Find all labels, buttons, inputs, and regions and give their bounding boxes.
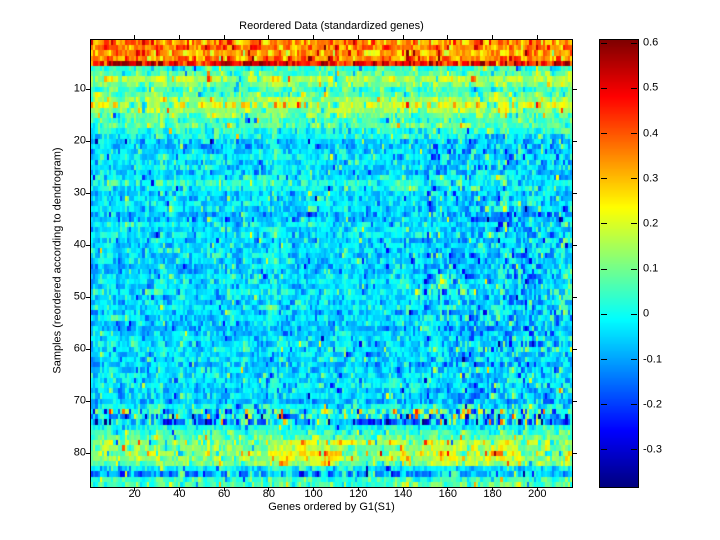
colorbar-tick-mark <box>601 133 607 135</box>
y-tick-label: 30 <box>73 186 86 199</box>
colorbar-canvas <box>600 40 638 487</box>
x-tick-mark-top <box>357 35 359 40</box>
heatmap-canvas <box>91 40 572 487</box>
y-tick-mark-right <box>572 452 577 454</box>
y-tick-mark-right <box>572 140 577 142</box>
y-tick-label: 50 <box>73 290 86 303</box>
y-tick-mark-right <box>572 192 577 194</box>
y-tick-mark <box>86 88 91 90</box>
y-tick-mark-right <box>572 296 577 298</box>
x-tick-label: 120 <box>349 488 368 500</box>
x-tick-label: 20 <box>128 488 141 500</box>
x-tick-mark-top <box>223 35 225 40</box>
colorbar-tick-label: 0.1 <box>643 262 659 275</box>
colorbar-tick-label: 0.4 <box>643 127 659 140</box>
colorbar-tick-mark-right <box>631 133 637 135</box>
colorbar-tick-label: -0.3 <box>643 443 662 456</box>
y-tick-mark-right <box>572 400 577 402</box>
colorbar-tick-mark-right <box>631 87 637 89</box>
x-tick-mark-top <box>134 35 136 40</box>
x-tick-mark <box>134 487 136 491</box>
x-tick-mark-top <box>402 35 404 40</box>
x-tick-label: 60 <box>217 488 231 500</box>
y-tick-mark <box>86 296 91 298</box>
x-tick-label: 160 <box>438 488 458 500</box>
y-tick-label: 60 <box>73 342 86 355</box>
x-tick-mark <box>178 487 180 491</box>
colorbar-tick-mark-right <box>631 404 637 406</box>
colorbar-tick-mark-right <box>631 449 637 451</box>
colorbar-tick-mark <box>601 178 607 180</box>
colorbar-tick-label: 0.6 <box>643 36 659 49</box>
y-tick-mark <box>86 348 91 350</box>
colorbar-tick-mark-right <box>631 313 637 315</box>
colorbar-tick-label: 0.3 <box>643 172 659 185</box>
colorbar-tick-label: -0.2 <box>643 398 662 411</box>
x-tick-mark-top <box>536 35 538 40</box>
colorbar-tick-mark <box>601 359 607 361</box>
y-tick-label: 80 <box>73 446 86 459</box>
x-tick-mark <box>492 487 494 491</box>
y-tick-mark <box>86 244 91 246</box>
y-axis-label: Samples (reordered according to dendrogr… <box>51 147 64 374</box>
y-tick-mark <box>86 192 91 194</box>
colorbar-tick-label: 0 <box>643 307 650 320</box>
colorbar-tick-mark <box>601 313 607 315</box>
colorbar-tick-mark <box>601 404 607 406</box>
y-tick-mark-right <box>572 88 577 90</box>
x-tick-mark <box>223 487 225 491</box>
x-tick-label: 180 <box>483 488 502 500</box>
x-tick-mark <box>536 487 538 491</box>
x-tick-mark-top <box>268 35 270 40</box>
x-tick-label: 80 <box>262 488 275 500</box>
x-tick-mark <box>313 487 315 491</box>
y-tick-mark <box>86 140 91 142</box>
y-tick-label: 40 <box>73 238 86 251</box>
colorbar-tick-mark-right <box>631 223 637 225</box>
colorbar-tick-label: 0.5 <box>643 81 659 94</box>
colorbar-tick-mark-right <box>631 178 637 180</box>
y-tick-mark <box>86 400 91 402</box>
x-tick-label: 200 <box>528 488 547 500</box>
colorbar-tick-mark <box>601 42 607 44</box>
x-tick-mark <box>268 487 270 491</box>
colorbar-tick-label: -0.1 <box>643 353 662 366</box>
x-axis-label: Genes ordered by G1(S1) <box>268 501 395 513</box>
x-tick-mark <box>402 487 404 491</box>
colorbar-tick-mark-right <box>631 268 637 270</box>
y-tick-mark-right <box>572 348 577 350</box>
y-tick-mark <box>86 452 91 454</box>
x-tick-label: 100 <box>304 488 323 500</box>
colorbar-tick-mark <box>601 87 607 89</box>
y-tick-mark-right <box>572 244 577 246</box>
colorbar-tick-mark <box>601 223 607 225</box>
colorbar-tick-mark-right <box>631 42 637 44</box>
y-tick-label: 10 <box>73 82 86 95</box>
colorbar-tick-mark <box>601 449 607 451</box>
x-tick-mark <box>357 487 359 491</box>
x-tick-label: 40 <box>173 488 186 500</box>
x-tick-label: 140 <box>393 488 413 500</box>
y-tick-label: 20 <box>73 134 86 147</box>
colorbar-tick-mark <box>601 268 607 270</box>
chart-title: Reordered Data (standardized genes) <box>239 20 424 32</box>
y-tick-label: 70 <box>73 394 86 407</box>
x-tick-mark-top <box>178 35 180 40</box>
colorbar-tick-label: 0.2 <box>643 217 659 230</box>
x-tick-mark-top <box>313 35 315 40</box>
x-tick-mark <box>447 487 449 491</box>
x-tick-mark-top <box>447 35 449 40</box>
x-tick-mark-top <box>492 35 494 40</box>
colorbar-tick-mark-right <box>631 359 637 361</box>
